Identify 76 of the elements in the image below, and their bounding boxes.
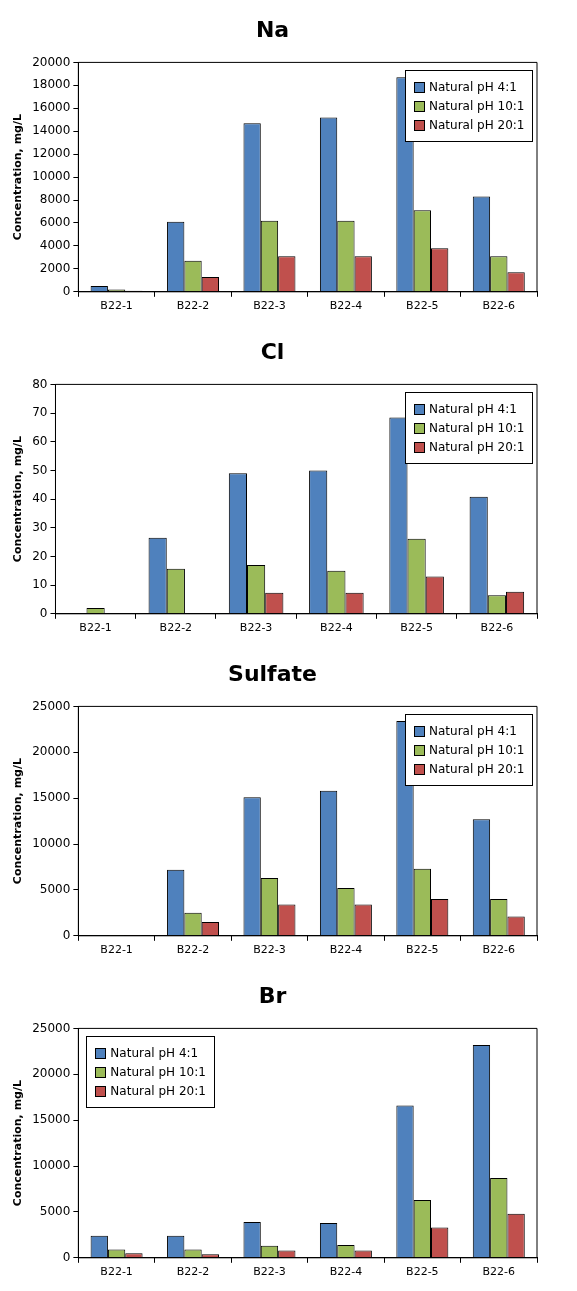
y-tick-label: 8000 [39, 192, 71, 207]
y-tick-label: 10 [32, 577, 48, 592]
x-tick-label: B22-4 [329, 1265, 363, 1279]
y-tick-label: 60 [32, 433, 48, 448]
x-tick-label: B22-2 [176, 299, 210, 313]
y-tick-label: 0 [62, 927, 71, 942]
y-tick-label: 30 [32, 519, 48, 534]
y-tick-label: 10000 [32, 1158, 71, 1173]
legend-label: Natural pH 4:1 [429, 724, 517, 739]
x-tick-label: B22-2 [176, 1265, 210, 1279]
y-tick-label: 20000 [32, 54, 71, 69]
y-tick-label: 14000 [32, 123, 71, 138]
y-tick-label: 12000 [32, 146, 71, 161]
legend-label: Natural pH 20:1 [110, 1084, 206, 1099]
x-tick-label: B22-6 [482, 1265, 516, 1279]
y-tick-label: 5000 [39, 882, 71, 897]
legend-label: Natural pH 10:1 [429, 421, 525, 436]
y-tick-label: 4000 [39, 238, 71, 253]
y-tick-label: 0 [62, 283, 71, 298]
x-tick-label: B22-6 [480, 621, 514, 635]
chart-title: Cl [260, 338, 285, 364]
y-tick-label: 70 [32, 405, 48, 420]
x-tick-label: B22-1 [79, 621, 112, 635]
y-tick-label: 5000 [39, 1204, 71, 1219]
y-tick-label: 80 [32, 376, 48, 391]
y-tick-label: 16000 [32, 100, 71, 115]
x-tick-label: B22-1 [100, 299, 133, 313]
legend-label: Natural pH 4:1 [429, 80, 517, 95]
chart-title: Sulfate [228, 660, 317, 686]
x-tick-label: B22-4 [329, 943, 363, 957]
x-tick-label: B22-3 [253, 943, 286, 957]
x-tick-label: B22-6 [482, 943, 516, 957]
y-tick-label: 0 [39, 605, 48, 620]
y-tick-label: 6000 [39, 215, 71, 230]
legend-label: Natural pH 4:1 [110, 1046, 199, 1061]
x-tick-label: B22-5 [406, 299, 439, 313]
x-tick-label: B22-4 [329, 299, 363, 313]
y-tick-label: 10000 [32, 169, 71, 184]
chart-title: Na [255, 16, 290, 42]
legend-label: Natural pH 10:1 [110, 1065, 206, 1080]
legend-label: Natural pH 20:1 [429, 762, 525, 777]
y-tick-label: 25000 [32, 1020, 71, 1035]
legend-label: Natural pH 20:1 [429, 440, 525, 455]
y-axis-title: Concentration, mg/L [11, 114, 25, 241]
x-tick-label: B22-5 [406, 943, 439, 957]
legend-label: Natural pH 4:1 [429, 402, 517, 417]
chart-title: Br [258, 982, 287, 1008]
x-tick-label: B22-3 [239, 621, 273, 635]
x-tick-label: B22-1 [100, 1265, 133, 1279]
legend-label: Natural pH 10:1 [429, 99, 525, 114]
x-tick-label: B22-5 [406, 1265, 439, 1279]
y-tick-label: 20000 [32, 744, 71, 759]
x-tick-label: B22-3 [253, 299, 286, 313]
y-axis-title: Concentration, mg/L [11, 1080, 25, 1207]
y-tick-label: 0 [62, 1249, 71, 1264]
y-axis-title: Concentration, mg/L [11, 758, 25, 885]
x-tick-label: B22-5 [400, 621, 433, 635]
x-tick-label: B22-2 [159, 621, 193, 635]
y-tick-label: 10000 [32, 836, 71, 851]
x-tick-label: B22-3 [253, 1265, 286, 1279]
y-tick-label: 50 [32, 462, 48, 477]
x-tick-label: B22-6 [482, 299, 516, 313]
y-tick-label: 2000 [39, 260, 71, 275]
y-tick-label: 18000 [32, 77, 71, 92]
x-tick-label: B22-2 [176, 943, 210, 957]
y-tick-label: 40 [32, 491, 48, 506]
y-tick-label: 15000 [32, 1112, 71, 1127]
y-tick-label: 15000 [32, 790, 71, 805]
legend-label: Natural pH 10:1 [429, 743, 525, 758]
y-tick-label: 20 [32, 548, 48, 563]
x-tick-label: B22-4 [320, 621, 353, 635]
y-axis-title: Concentration, mg/L [11, 436, 25, 563]
y-tick-label: 25000 [32, 698, 71, 713]
legend-label: Natural pH 20:1 [429, 118, 525, 133]
y-tick-label: 20000 [32, 1066, 71, 1081]
x-tick-label: B22-1 [100, 943, 133, 957]
